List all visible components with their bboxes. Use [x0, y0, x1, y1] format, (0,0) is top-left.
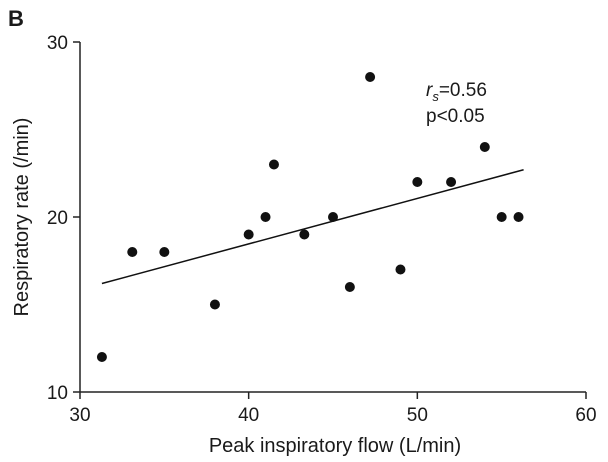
y-axis-title: Respiratory rate (/min): [11, 118, 33, 317]
r-symbol: r: [426, 80, 433, 101]
x-tick-label: 60: [575, 405, 596, 426]
data-points: [96, 72, 524, 362]
y-tick-label: 30: [47, 33, 68, 54]
x-ticks: 30 40 50 60: [69, 392, 597, 426]
data-point: [328, 212, 338, 222]
data-point: [127, 247, 138, 257]
correlation-annotation: rs=0.56: [426, 80, 487, 104]
data-point: [365, 72, 376, 82]
data-point: [344, 282, 355, 292]
x-tick-label: 50: [407, 405, 428, 426]
regression-line: [101, 169, 524, 285]
p-value-annotation: p<0.05: [426, 106, 485, 127]
data-point: [209, 299, 220, 310]
y-ticks: 10 20 30: [47, 33, 80, 404]
y-tick-label: 10: [47, 383, 68, 404]
data-point: [96, 352, 107, 362]
y-tick-label: 20: [47, 208, 68, 229]
data-point: [412, 177, 423, 187]
data-point: [446, 177, 457, 187]
data-point: [513, 212, 524, 222]
data-point: [395, 264, 406, 275]
panel-label: B: [8, 6, 24, 31]
data-point: [243, 229, 254, 240]
data-point: [299, 229, 310, 240]
data-point: [260, 212, 271, 222]
r-value: =0.56: [439, 80, 487, 101]
x-tick-label: 30: [69, 405, 90, 426]
data-point: [496, 212, 507, 222]
data-point: [479, 142, 490, 152]
x-tick-label: 40: [238, 405, 259, 426]
x-axis-title: Peak inspiratory flow (L/min): [209, 435, 461, 457]
data-point: [159, 247, 170, 257]
r-subscript: s: [432, 89, 439, 104]
data-point: [268, 159, 279, 170]
